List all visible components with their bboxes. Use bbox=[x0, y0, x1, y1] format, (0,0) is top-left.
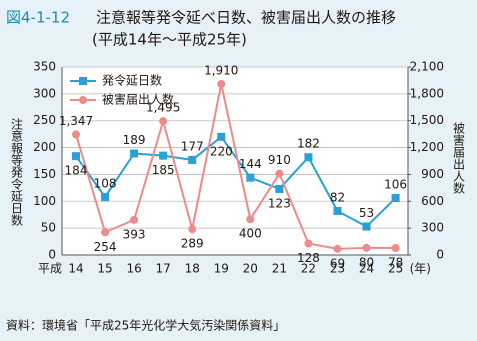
y2-tick-label: 600 bbox=[421, 194, 444, 208]
marker bbox=[130, 215, 139, 224]
plot-area bbox=[62, 67, 408, 255]
figure-number: 図4-1-12 bbox=[6, 9, 70, 27]
data-label: 69 bbox=[330, 256, 345, 270]
x-tick-label: 21 bbox=[272, 262, 287, 276]
marker bbox=[246, 215, 255, 224]
data-label: 1,910 bbox=[204, 64, 238, 78]
y2-tick-label: 300 bbox=[421, 221, 444, 235]
chart-title: 注意報等発令延べ日数、被害届出人数の推移 bbox=[96, 9, 396, 27]
marker bbox=[159, 117, 168, 126]
data-label: 220 bbox=[210, 144, 233, 158]
marker bbox=[101, 192, 110, 201]
data-label: 254 bbox=[94, 240, 117, 254]
data-label: 182 bbox=[297, 137, 320, 151]
data-label: 189 bbox=[123, 133, 146, 147]
x-tick-label: 24 bbox=[359, 262, 374, 276]
x-tick-label: 22 bbox=[301, 262, 316, 276]
x-tick-label: 25 bbox=[388, 262, 403, 276]
x-tick-label: 17 bbox=[156, 262, 171, 276]
marker bbox=[304, 239, 313, 248]
y-tick-label: 0 bbox=[48, 248, 56, 262]
marker bbox=[188, 225, 197, 234]
data-label: 108 bbox=[94, 176, 117, 190]
marker bbox=[362, 243, 371, 252]
data-label: 185 bbox=[152, 163, 175, 177]
legend-marker bbox=[79, 96, 87, 104]
marker bbox=[391, 194, 400, 203]
y-tick-label: 200 bbox=[33, 140, 56, 154]
marker bbox=[275, 169, 284, 178]
x-unit: (年) bbox=[410, 262, 431, 276]
marker bbox=[72, 130, 80, 139]
data-label: 184 bbox=[65, 164, 88, 178]
data-label: 910 bbox=[268, 153, 291, 167]
y2-axis-label: 被害届出人数 bbox=[452, 122, 466, 195]
y-tick-label: 50 bbox=[41, 221, 56, 235]
marker bbox=[246, 173, 255, 182]
marker bbox=[333, 244, 342, 253]
marker bbox=[101, 228, 110, 237]
marker bbox=[159, 151, 168, 160]
series-line bbox=[75, 83, 396, 250]
x-tick-label: 18 bbox=[185, 262, 200, 276]
marker bbox=[130, 149, 139, 158]
marker bbox=[188, 155, 197, 164]
marker bbox=[333, 206, 342, 215]
y-tick-label: 150 bbox=[33, 167, 56, 181]
data-label: 78 bbox=[388, 256, 403, 270]
legend-label: 被害届出人数 bbox=[102, 92, 174, 107]
chart-subtitle: (平成14年〜平成25年) bbox=[92, 31, 247, 49]
marker bbox=[275, 184, 284, 193]
y-axis-label: 注意報等発令延日数 bbox=[10, 117, 24, 227]
y-tick-label: 350 bbox=[33, 60, 56, 74]
data-label: 1,495 bbox=[146, 101, 180, 115]
source: 資料：環境省「平成25年光化学大気汚染関係資料」 bbox=[6, 318, 285, 333]
legend-label: 発令延日数 bbox=[102, 73, 162, 88]
marker bbox=[217, 132, 226, 141]
data-label: 1,347 bbox=[59, 114, 93, 128]
data-label: 80 bbox=[359, 255, 374, 269]
data-label: 82 bbox=[330, 190, 345, 204]
x-tick-label: 15 bbox=[97, 262, 112, 276]
data-label: 106 bbox=[384, 178, 407, 192]
x-tick-label: 14 bbox=[68, 262, 83, 276]
x-tick-label: 16 bbox=[126, 262, 141, 276]
legend-marker bbox=[79, 77, 87, 85]
series-line bbox=[75, 135, 397, 228]
marker bbox=[304, 153, 313, 162]
x-tick-label: 20 bbox=[243, 262, 258, 276]
y2-tick-label: 1,800 bbox=[410, 86, 444, 100]
data-label: 400 bbox=[239, 227, 262, 241]
data-label: 128 bbox=[297, 251, 320, 265]
data-label: 144 bbox=[239, 157, 262, 171]
marker bbox=[391, 244, 400, 253]
x-tick-label: 19 bbox=[214, 262, 229, 276]
y2-tick-label: 1,200 bbox=[410, 140, 444, 154]
marker bbox=[362, 222, 371, 231]
x-tick-label: 23 bbox=[330, 262, 345, 276]
y2-tick-label: 900 bbox=[421, 167, 444, 181]
y2-tick-label: 0 bbox=[436, 248, 444, 262]
marker bbox=[217, 80, 226, 89]
data-label: 393 bbox=[123, 227, 146, 241]
data-label: 53 bbox=[359, 206, 374, 220]
y2-tick-label: 1,500 bbox=[410, 113, 444, 127]
x-prefix: 平成 bbox=[38, 262, 62, 276]
y-tick-label: 300 bbox=[33, 86, 56, 100]
y2-tick-label: 2,100 bbox=[410, 60, 444, 74]
data-label: 289 bbox=[181, 237, 204, 251]
data-label: 123 bbox=[268, 196, 291, 210]
y-tick-label: 250 bbox=[33, 113, 56, 127]
marker bbox=[72, 152, 80, 161]
data-label: 177 bbox=[181, 139, 204, 153]
y-tick-label: 100 bbox=[33, 194, 56, 208]
